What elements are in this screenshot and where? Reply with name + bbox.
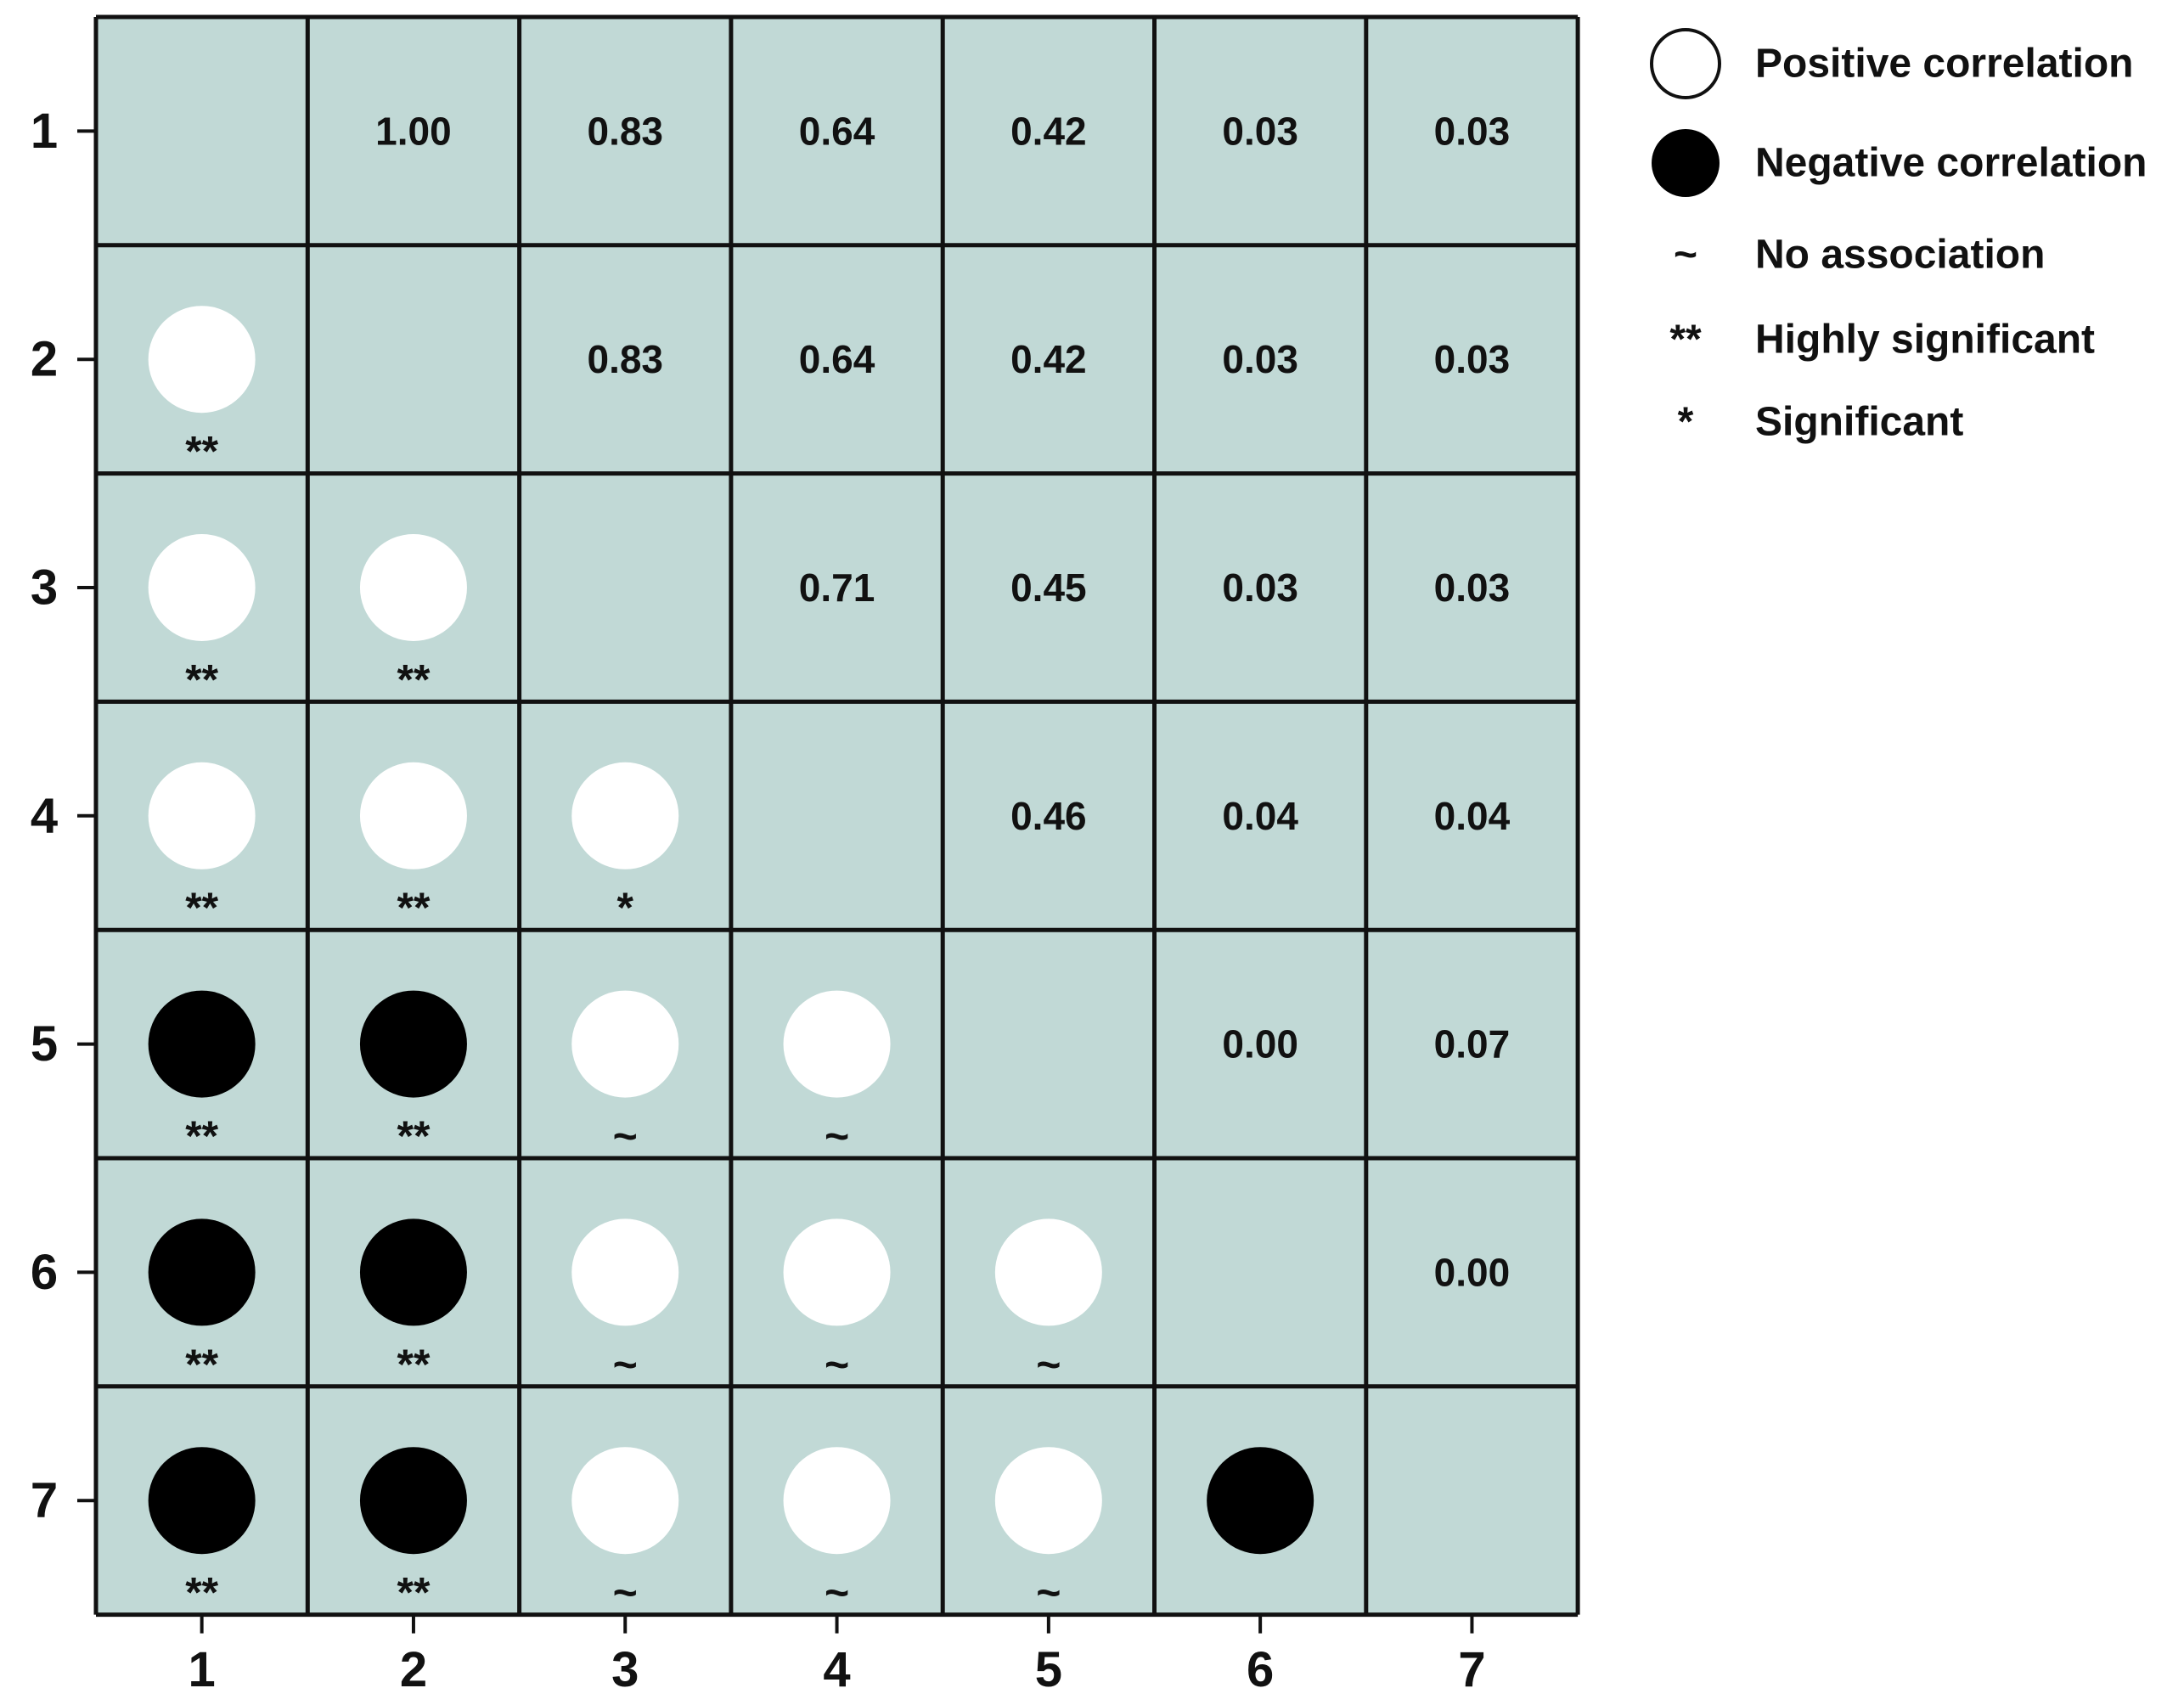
legend-label: Negative correlation <box>1755 141 2147 186</box>
correlation-value: 0.42 <box>1010 109 1087 153</box>
negative-correlation-circle <box>1207 1447 1314 1555</box>
positive-correlation-circle <box>994 1218 1102 1326</box>
significance-mark: ** <box>185 884 218 931</box>
significance-mark: ** <box>397 656 430 703</box>
significance-mark: ~ <box>613 1112 638 1160</box>
correlation-value: 0.00 <box>1222 1022 1298 1066</box>
correlation-value: 0.45 <box>1010 566 1087 610</box>
positive-correlation-circle <box>783 990 891 1098</box>
matrix-grid <box>93 14 1580 1618</box>
significance-mark: ** <box>185 1112 218 1160</box>
significance-mark: ~ <box>825 1569 849 1617</box>
legend-label: Significant <box>1755 400 1963 445</box>
negative-correlation-circle <box>148 1447 256 1555</box>
correlation-value: 0.00 <box>1434 1250 1511 1294</box>
positive-correlation-circle <box>783 1218 891 1326</box>
matrix-background <box>96 17 1579 1615</box>
correlation-value: 0.71 <box>799 566 875 610</box>
correlation-value: 0.46 <box>1010 794 1087 838</box>
upper-values: 1.00 0.83 0.64 0.42 0.03 0.03 0.83 0.64 0.42 0.03… <box>375 109 1510 1294</box>
correlation-value: 1.00 <box>375 109 452 153</box>
lower-marks: **** **** ** *** ** ~ ~** ** ~ ~ ~** ** ~ ~ ~ <box>148 306 1314 1617</box>
legend-symbol: ~ <box>1674 233 1697 278</box>
positive-correlation-circle <box>571 990 679 1098</box>
correlation-value: 0.04 <box>1434 794 1511 838</box>
significance-mark: ** <box>185 428 218 475</box>
negative-correlation-circle <box>148 1218 256 1326</box>
positive-correlation-circle <box>571 762 679 869</box>
significance-mark: ** <box>397 1569 430 1617</box>
positive-correlation-circle <box>994 1447 1102 1555</box>
significance-mark: ** <box>185 1569 218 1617</box>
legend: Positive correlation Negative correlation… <box>1650 28 2147 445</box>
negative-correlation-circle <box>359 1218 467 1326</box>
y-tick-label: 7 <box>31 1473 58 1528</box>
x-tick-label: 3 <box>611 1642 639 1697</box>
positive-correlation-circle <box>783 1447 891 1555</box>
positive-correlation-circle <box>571 1218 679 1326</box>
correlation-value: 0.03 <box>1222 109 1298 153</box>
positive-correlation-circle <box>148 762 256 869</box>
legend-symbol: ** <box>1669 318 1702 363</box>
legend-label: Positive correlation <box>1755 42 2133 87</box>
correlation-value: 0.03 <box>1434 337 1511 381</box>
x-tick-label: 5 <box>1035 1642 1062 1697</box>
positive-correlation-circle <box>148 534 256 641</box>
legend-negative-icon <box>1652 129 1720 197</box>
correlation-value: 0.04 <box>1222 794 1298 838</box>
positive-correlation-circle <box>359 762 467 869</box>
correlation-value: 0.64 <box>799 337 875 381</box>
correlation-value: 0.64 <box>799 109 875 153</box>
positive-correlation-circle <box>148 306 256 414</box>
y-tick-label: 2 <box>31 332 58 387</box>
matrix-cells <box>96 17 1579 1615</box>
correlation-value: 0.03 <box>1434 109 1511 153</box>
legend-symbol: * <box>1678 400 1694 445</box>
correlation-value: 0.42 <box>1010 337 1087 381</box>
y-tick-label: 1 <box>31 104 58 159</box>
correlation-value: 0.03 <box>1222 566 1298 610</box>
negative-correlation-circle <box>359 1447 467 1555</box>
significance-mark: ~ <box>613 1569 638 1617</box>
correlation-value: 0.07 <box>1434 1022 1511 1066</box>
positive-correlation-circle <box>359 534 467 641</box>
correlation-value: 0.03 <box>1434 566 1511 610</box>
significance-mark: ** <box>185 1341 218 1388</box>
y-tick-label: 4 <box>31 788 58 843</box>
negative-correlation-circle <box>148 990 256 1098</box>
significance-mark: ** <box>397 1112 430 1160</box>
x-tick-label: 7 <box>1458 1642 1485 1697</box>
axis-ticks: 1 2 3 4 5 6 7 1 2 3 4 5 6 7 <box>31 104 1486 1697</box>
positive-correlation-circle <box>571 1447 679 1555</box>
significance-mark: ** <box>185 656 218 703</box>
y-tick-label: 3 <box>31 560 58 616</box>
significance-mark: ~ <box>1036 1341 1061 1388</box>
significance-mark: ~ <box>1036 1569 1061 1617</box>
correlation-value: 0.03 <box>1222 337 1298 381</box>
significance-mark: ~ <box>825 1341 849 1388</box>
legend-label: Highly significant <box>1755 318 2095 363</box>
x-tick-label: 1 <box>189 1642 216 1697</box>
correlation-value: 0.83 <box>587 337 663 381</box>
significance-mark: * <box>617 884 634 931</box>
legend-positive-icon <box>1650 28 1721 99</box>
significance-mark: ~ <box>825 1112 849 1160</box>
y-tick-label: 5 <box>31 1016 58 1072</box>
y-tick-label: 6 <box>31 1245 58 1300</box>
x-tick-label: 6 <box>1247 1642 1274 1697</box>
significance-mark: ~ <box>613 1341 638 1388</box>
legend-label: No association <box>1755 233 2045 278</box>
negative-correlation-circle <box>359 990 467 1098</box>
correlation-value: 0.83 <box>587 109 663 153</box>
x-tick-label: 4 <box>823 1642 850 1697</box>
significance-mark: ** <box>397 884 430 931</box>
x-tick-label: 2 <box>400 1642 427 1697</box>
significance-mark: ** <box>397 1341 430 1388</box>
